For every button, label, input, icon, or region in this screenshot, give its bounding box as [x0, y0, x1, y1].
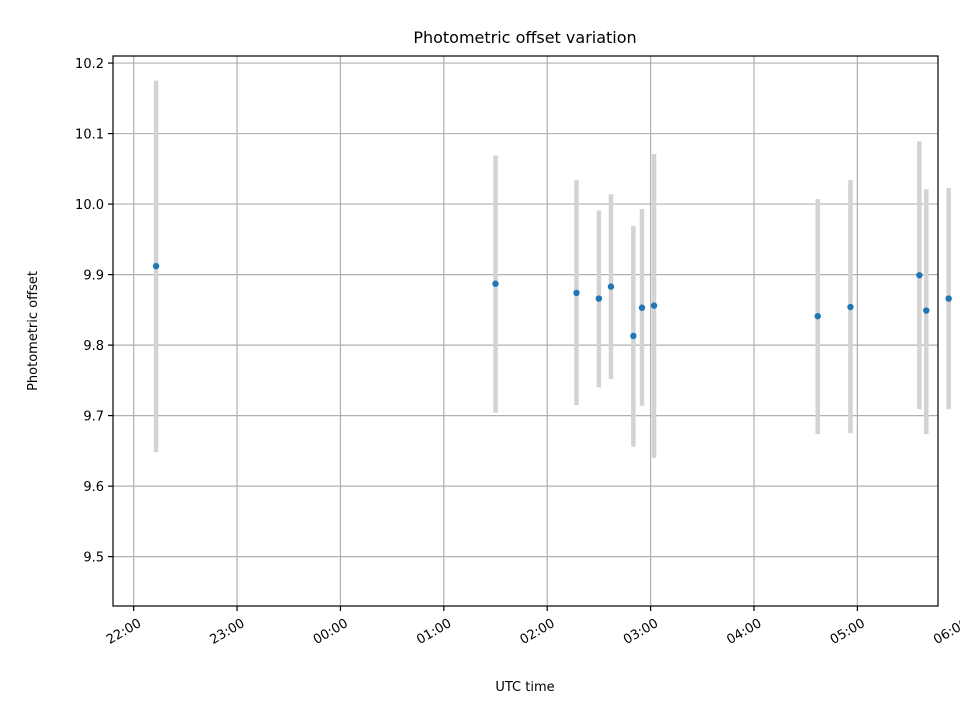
data-point — [847, 303, 854, 311]
data-point — [573, 289, 580, 297]
chart-title: Photometric offset variation — [413, 28, 636, 47]
y-tick-label: 9.6 — [83, 480, 104, 495]
data-point — [923, 307, 930, 314]
x-axis-label: UTC time — [495, 680, 554, 695]
data-point — [638, 304, 646, 311]
y-tick-label: 10.0 — [75, 198, 104, 213]
plot-frame — [112, 55, 939, 607]
data-point — [630, 332, 637, 340]
data-point — [650, 302, 658, 309]
y-tick-label: 9.7 — [83, 410, 104, 425]
y-axis-label: Photometric offset — [26, 271, 41, 391]
data-point — [814, 312, 821, 320]
y-tick-label: 10.1 — [75, 128, 104, 143]
grid-lines — [113, 56, 938, 606]
data-point — [595, 295, 603, 302]
y-tick-label: 9.5 — [83, 551, 104, 566]
data-point — [607, 283, 615, 290]
data-point — [945, 295, 952, 302]
y-tick-label: 10.2 — [75, 57, 104, 72]
data-points — [152, 262, 952, 340]
y-tick-label: 9.8 — [83, 339, 104, 354]
y-tick-label: 9.9 — [83, 269, 104, 284]
data-point — [152, 262, 160, 270]
data-point — [916, 272, 923, 279]
data-point — [492, 280, 499, 287]
